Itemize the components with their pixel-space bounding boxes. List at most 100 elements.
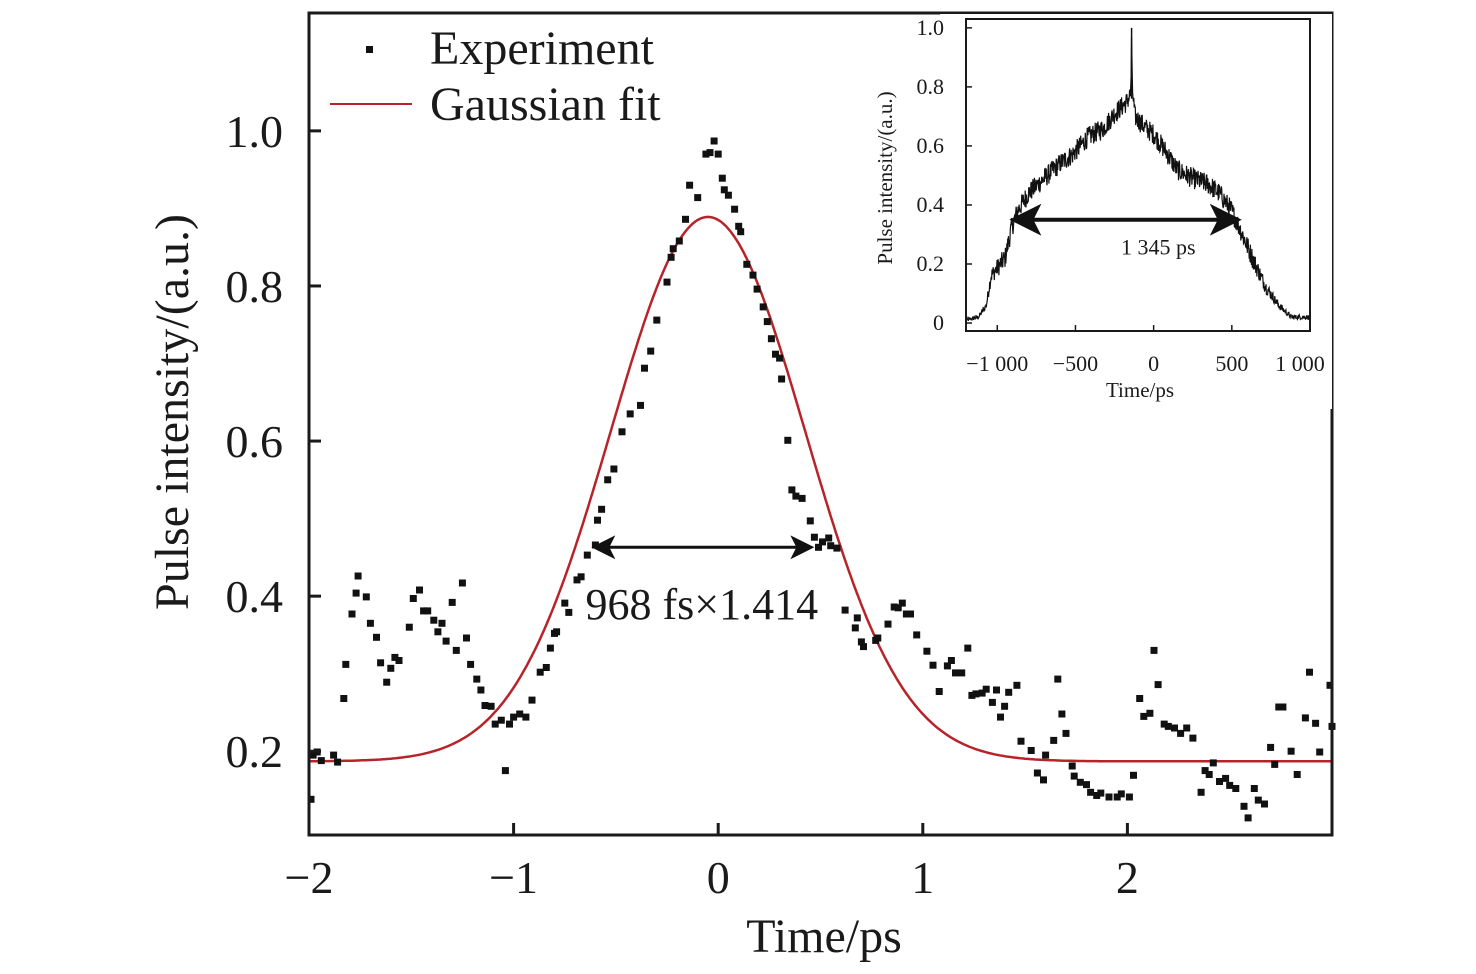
experiment-point (968, 691, 976, 699)
experiment-point (815, 543, 822, 551)
main-y-tick-label: 0.8 (226, 261, 284, 312)
experiment-point (317, 757, 325, 765)
experiment-point (395, 657, 403, 664)
experiment-point (902, 610, 910, 618)
inset-width-annotation-label: 1 345 ps (1121, 234, 1196, 259)
inset-y-ticks: 0 0.2 0.4 0.6 0.8 1.0 (917, 15, 972, 335)
experiment-point (354, 572, 362, 580)
experiment-point (776, 354, 784, 362)
experiment-point (510, 713, 518, 721)
inset-x-tick-label: −500 (1053, 351, 1098, 376)
experiment-point (964, 644, 972, 652)
inset-trace-line (965, 36, 1311, 323)
main-x-tick-label: 2 (1116, 852, 1139, 903)
experiment-point (1209, 759, 1217, 767)
experiment-point (506, 720, 513, 728)
experiment-point (1087, 788, 1095, 796)
experiment-point (997, 713, 1004, 721)
experiment-point (1205, 771, 1213, 778)
experiment-point (637, 401, 644, 409)
experiment-point (993, 686, 1000, 694)
experiment-point (391, 653, 399, 661)
inset-y-tick-label: 0.2 (917, 251, 945, 276)
main-x-tick-label: 1 (911, 852, 934, 903)
experiment-point (1316, 748, 1324, 756)
inset-plot: −1 000 −500 0 500 1 000 0 0.2 0.4 0.6 0.8 1.0 Tim… (873, 14, 1332, 409)
inset-background (940, 14, 1332, 409)
experiment-point (1058, 710, 1066, 718)
experiment-point (972, 690, 980, 698)
experiment-point (947, 657, 955, 664)
experiment-point (1189, 734, 1197, 742)
experiment-point (1244, 814, 1252, 822)
experiment-point (1240, 802, 1248, 810)
experiment-point (874, 634, 882, 642)
experiment-point (409, 595, 417, 602)
experiment-point (929, 661, 937, 669)
experiment-point (467, 660, 475, 668)
experiment-point (1312, 719, 1320, 727)
experiment-point (1201, 767, 1209, 775)
experiment-point (1306, 668, 1313, 676)
experiment-point (626, 410, 634, 418)
gaussian-fit-line (309, 215, 1332, 763)
experiment-point (342, 660, 350, 668)
experiment-point (1113, 793, 1121, 801)
experiment-point (682, 215, 689, 223)
experiment-point (553, 628, 561, 636)
experiment-point (669, 245, 677, 253)
experiment-point (833, 544, 841, 552)
main-plot: −2 −1 0 1 2 0.2 0.4 0.6 0.8 1.0 Time/ps Pulse in… (146, 11, 1336, 963)
experiment-point (851, 624, 859, 632)
experiment-point (573, 576, 581, 584)
experiment-point (1216, 778, 1223, 785)
inset-y-tick-label: 1.0 (917, 15, 945, 40)
experiment-point (806, 517, 814, 525)
experiment-point (1326, 681, 1334, 689)
main-x-ticks: −2 −1 0 1 2 (285, 823, 1139, 903)
experiment-point (1033, 769, 1041, 777)
experiment-point (1271, 760, 1279, 768)
experiment-point (1301, 714, 1309, 722)
experiment-point (767, 335, 775, 343)
experiment-point (988, 698, 996, 706)
experiment-point (1005, 688, 1013, 696)
inset-x-axis-label: Time/ps (1106, 378, 1174, 402)
experiment-point (753, 285, 761, 293)
experiment-point (724, 191, 732, 199)
experiment-point (598, 505, 606, 513)
inset-y-tick-label: 0.4 (917, 192, 945, 217)
experiment-point (1232, 785, 1240, 792)
experiment-point (663, 278, 671, 286)
inset-y-tick-label: 0.8 (917, 74, 945, 99)
experiment-point (1093, 792, 1101, 799)
experiment-point (536, 668, 544, 676)
main-y-ticks: 0.2 0.4 0.6 0.8 1.0 (226, 106, 321, 777)
main-x-tick-label: −2 (285, 852, 334, 903)
experiment-point (735, 222, 743, 230)
experiment-point (1154, 681, 1162, 689)
experiment-point (1054, 675, 1062, 683)
experiment-point (497, 716, 505, 724)
inset-plot-marks (965, 27, 1311, 323)
experiment-point (1226, 781, 1234, 789)
experiment-point (1068, 762, 1076, 770)
experiment-point (438, 619, 446, 627)
experiment-point (1076, 778, 1084, 786)
experiment-point (1164, 722, 1172, 730)
experiment-point (487, 702, 495, 710)
experiment-point (982, 685, 990, 693)
experiment-point (784, 436, 792, 444)
experiment-point (686, 181, 694, 189)
experiment-point (1250, 785, 1258, 792)
experiment-point (1150, 646, 1158, 654)
experiment-point (1160, 720, 1168, 728)
experiment-point (718, 174, 726, 182)
experiment-point (1013, 681, 1021, 689)
experiment-point (1001, 702, 1009, 710)
experiment-point (334, 758, 342, 766)
experiment-point (1070, 772, 1078, 780)
experiment-point (884, 620, 892, 628)
experiment-point (743, 260, 751, 268)
experiment-point (1197, 788, 1205, 796)
